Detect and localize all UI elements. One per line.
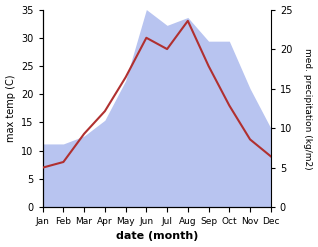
X-axis label: date (month): date (month) — [115, 231, 198, 242]
Y-axis label: max temp (C): max temp (C) — [5, 75, 16, 142]
Y-axis label: med. precipitation (kg/m2): med. precipitation (kg/m2) — [303, 48, 313, 169]
